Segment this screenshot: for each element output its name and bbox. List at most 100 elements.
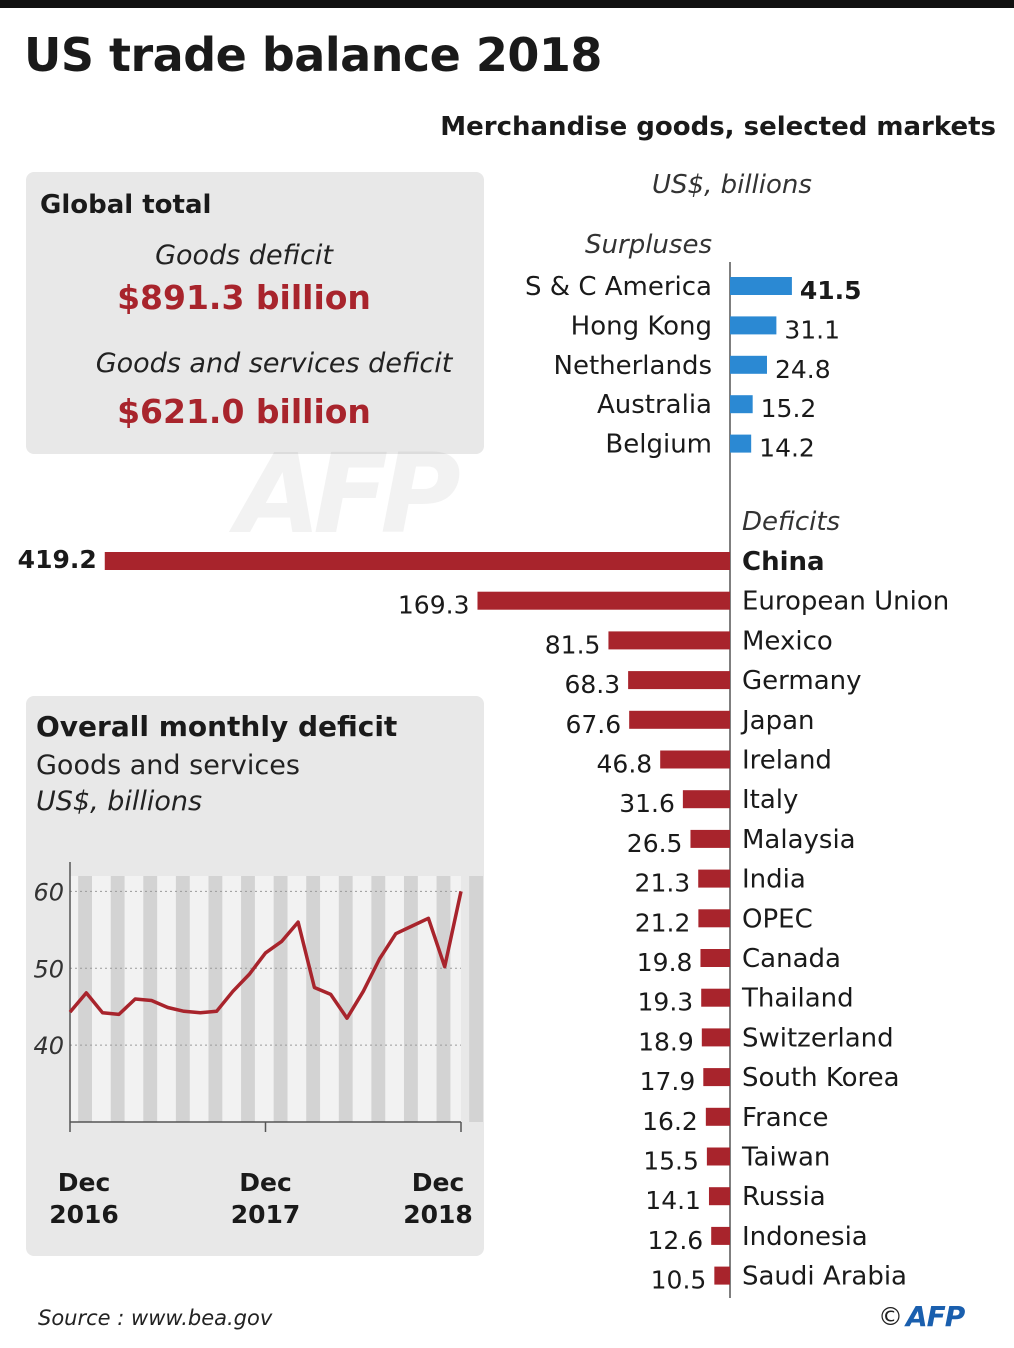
deficit-bar-germany (628, 671, 730, 690)
deficit-country-japan: Japan (740, 706, 815, 736)
surplus-country-belgium: Belgium (605, 430, 712, 460)
deficit-country-france: France (742, 1103, 828, 1133)
line-plot-area (70, 876, 461, 1122)
surpluses-label: Surpluses (585, 230, 712, 260)
deficit-value-european-union: 169.3 (398, 591, 470, 620)
page-title: US trade balance 2018 (24, 28, 602, 82)
month-stripe (306, 876, 321, 1122)
x-tick-label-month: Dec (239, 1168, 292, 1197)
deficit-bar-india (698, 869, 730, 888)
surplus-country-s-c-america: S & C America (525, 272, 712, 302)
deficit-value-malaysia: 26.5 (627, 829, 683, 858)
deficit-bar-south-korea (703, 1068, 730, 1087)
x-tick-label-month: Dec (58, 1168, 111, 1197)
month-stripe (110, 876, 125, 1122)
monthly-heading: Overall monthly deficit (36, 710, 398, 743)
month-stripe (175, 876, 190, 1122)
deficit-value-saudi-arabia: 10.5 (651, 1266, 707, 1295)
deficits-label: Deficits (742, 507, 840, 537)
deficit-value-thailand: 19.3 (638, 988, 694, 1017)
deficit-bar-france (705, 1107, 730, 1126)
monthly-unit: US$, billions (36, 786, 203, 817)
afp-logo: AFP (906, 1300, 965, 1333)
deficit-bar-switzerland (701, 1028, 730, 1047)
monthly-deficit-line (68, 891, 463, 1020)
y-tick-label: 50 (33, 955, 64, 983)
goods-services-deficit-value: $621.0 billion (117, 392, 371, 431)
deficit-country-canada: Canada (742, 944, 841, 974)
deficit-bar-japan (629, 710, 730, 729)
deficit-country-indonesia: Indonesia (742, 1222, 868, 1252)
deficit-bar-mexico (608, 631, 730, 650)
deficit-value-taiwan: 15.5 (643, 1147, 699, 1176)
deficit-value-mexico: 81.5 (545, 630, 601, 659)
deficit-bar-opec (698, 909, 730, 928)
surplus-bar-netherlands (730, 355, 767, 374)
deficit-value-germany: 68.3 (564, 670, 620, 699)
global-total-panel: Global total Goods deficit $891.3 billio… (26, 172, 484, 454)
deficit-country-ireland: Ireland (742, 746, 832, 776)
surplus-country-hong-kong: Hong Kong (571, 311, 712, 341)
x-tick-label-year: 2018 (403, 1200, 473, 1229)
x-tick-label-year: 2016 (49, 1200, 119, 1229)
deficit-value-opec: 21.2 (635, 908, 691, 937)
deficit-country-india: India (742, 865, 806, 895)
deficit-bar-china (104, 552, 731, 570)
deficit-value-italy: 31.6 (619, 789, 675, 818)
deficit-value-china: 419.2 (18, 545, 97, 574)
top-rule (0, 0, 1014, 8)
deficit-bar-saudi-arabia (714, 1266, 730, 1285)
deficit-value-ireland: 46.8 (597, 750, 653, 779)
surplus-bar-australia (730, 395, 753, 414)
bar-chart-title: Merchandise goods, selected markets (440, 112, 996, 142)
month-stripe (208, 876, 223, 1122)
month-stripe (338, 876, 353, 1122)
month-stripe (469, 876, 483, 1122)
deficit-country-germany: Germany (742, 666, 862, 696)
deficit-country-malaysia: Malaysia (742, 825, 856, 855)
source-note: Source : www.bea.gov (38, 1306, 273, 1330)
deficit-bar-thailand (701, 988, 730, 1007)
deficit-bar-canada (700, 949, 730, 967)
deficit-value-japan: 67.6 (566, 710, 622, 739)
deficit-country-opec: OPEC (742, 904, 813, 934)
deficit-bar-taiwan (706, 1147, 730, 1166)
surplus-value-hong-kong: 31.1 (784, 315, 840, 344)
deficit-country-saudi-arabia: Saudi Arabia (742, 1262, 907, 1292)
deficit-bar-italy (682, 790, 730, 809)
deficit-country-taiwan: Taiwan (741, 1143, 830, 1173)
surplus-value-netherlands: 24.8 (775, 355, 831, 384)
surplus-value-s-c-america: 41.5 (800, 276, 862, 305)
surplus-bar-s-c-america (730, 277, 792, 295)
global-total-heading: Global total (40, 190, 212, 220)
deficit-bar-indonesia (711, 1226, 730, 1245)
goods-deficit-value: $891.3 billion (117, 278, 371, 317)
surplus-value-belgium: 14.2 (759, 434, 815, 463)
deficit-country-switzerland: Switzerland (742, 1023, 894, 1053)
deficit-value-south-korea: 17.9 (640, 1067, 696, 1096)
surplus-value-australia: 15.2 (761, 394, 817, 423)
month-stripe (273, 876, 288, 1122)
deficit-country-italy: Italy (742, 785, 798, 815)
deficit-country-mexico: Mexico (742, 626, 833, 656)
surplus-bar-belgium (730, 434, 752, 453)
deficit-bar-european-union (477, 591, 730, 610)
surplus-country-australia: Australia (597, 390, 712, 420)
deficit-value-canada: 19.8 (637, 948, 693, 977)
deficit-value-indonesia: 12.6 (648, 1226, 704, 1255)
month-stripe (78, 876, 92, 1122)
deficit-country-european-union: European Union (742, 587, 949, 617)
month-stripe (436, 876, 451, 1122)
copyright-symbol: © (878, 1302, 903, 1331)
bar-chart-unit: US$, billions (652, 170, 812, 200)
surplus-bar-hong-kong (730, 316, 777, 335)
deficit-bar-ireland (660, 750, 730, 769)
deficit-bar-malaysia (690, 829, 730, 848)
deficit-value-switzerland: 18.9 (638, 1027, 694, 1056)
deficit-value-india: 21.3 (635, 869, 691, 898)
y-tick-label: 60 (33, 878, 64, 906)
afp-watermark: AFP (236, 430, 461, 558)
y-tick-label: 40 (33, 1032, 64, 1060)
deficit-country-russia: Russia (742, 1182, 826, 1212)
